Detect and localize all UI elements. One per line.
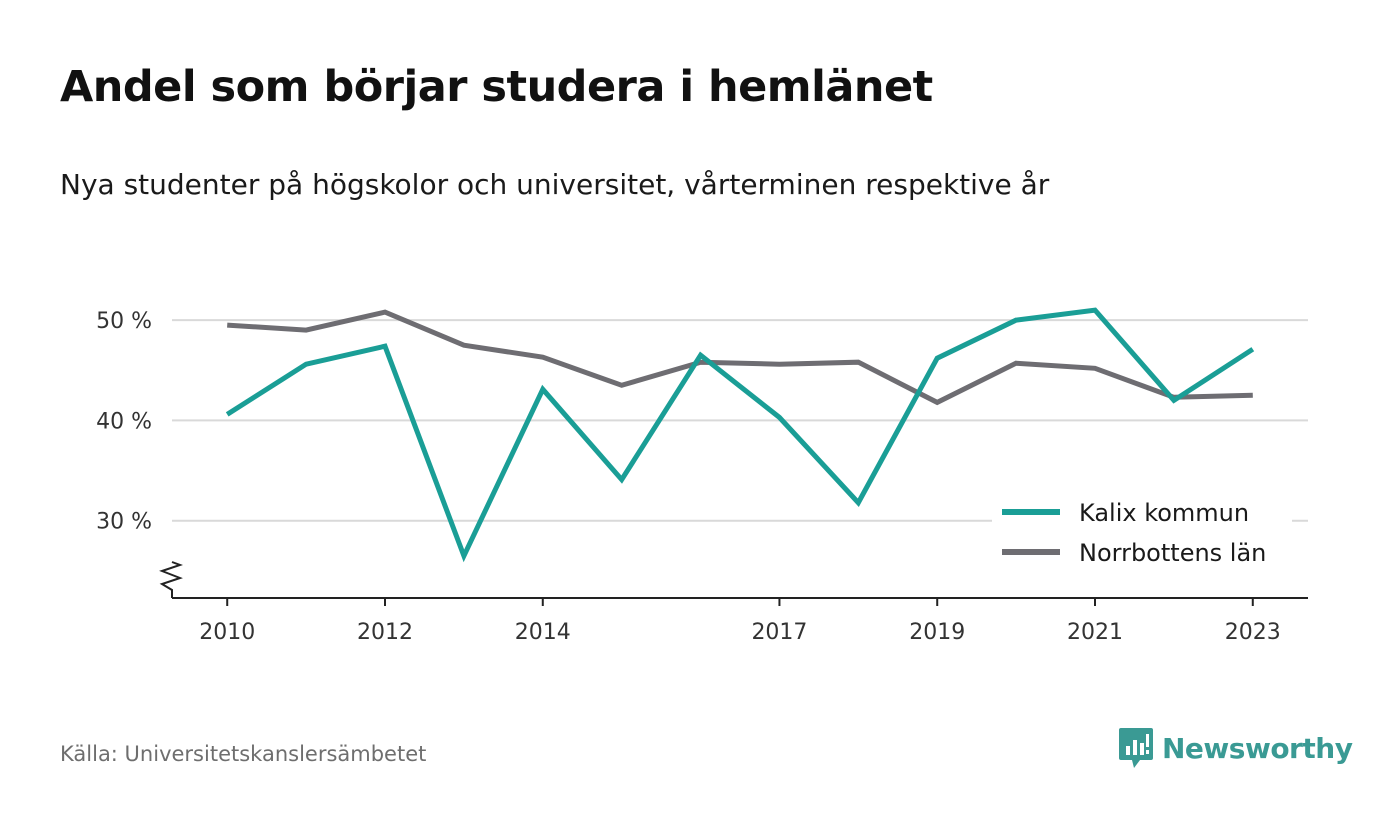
chart-subtitle: Nya studenter på högskolor och universit… (60, 168, 1050, 201)
legend: Kalix kommun Norrbottens län (992, 494, 1292, 580)
newsworthy-logo-icon (1119, 728, 1153, 768)
x-tick-label: 2012 (357, 620, 413, 645)
brand-name: Newsworthy (1162, 731, 1353, 765)
x-tick-label: 2021 (1067, 620, 1123, 645)
series-line-norrbottens-lan (227, 309, 1253, 406)
gridlines (172, 319, 1308, 522)
chart-title: Andel som börjar studera i hemlänet (60, 62, 933, 112)
x-tick-label: 2019 (909, 620, 965, 645)
axes: 30 % 40 % 50 % 2010 2012 2014 2017 2019 2021 2023 (96, 309, 1308, 645)
brand-logo: Newsworthy (1118, 726, 1353, 770)
legend-label: Kalix kommun (1079, 499, 1249, 527)
x-tick-label: 2017 (751, 620, 807, 645)
legend-label: Norrbottens län (1079, 539, 1266, 567)
y-tick-label: 30 % (96, 510, 152, 535)
y-tick-label: 50 % (96, 309, 152, 334)
x-tick-label: 2014 (515, 620, 571, 645)
axis-break-icon (159, 561, 183, 598)
legend-background (992, 494, 1292, 580)
x-tick-label: 2010 (199, 620, 255, 645)
series-lines (225, 307, 1255, 563)
y-tick-label: 40 % (96, 409, 152, 434)
source-note: Källa: Universitetskanslersämbetet (60, 742, 427, 766)
series-line-kalix-kommun (225, 307, 1255, 563)
x-tick-label: 2023 (1225, 620, 1281, 645)
